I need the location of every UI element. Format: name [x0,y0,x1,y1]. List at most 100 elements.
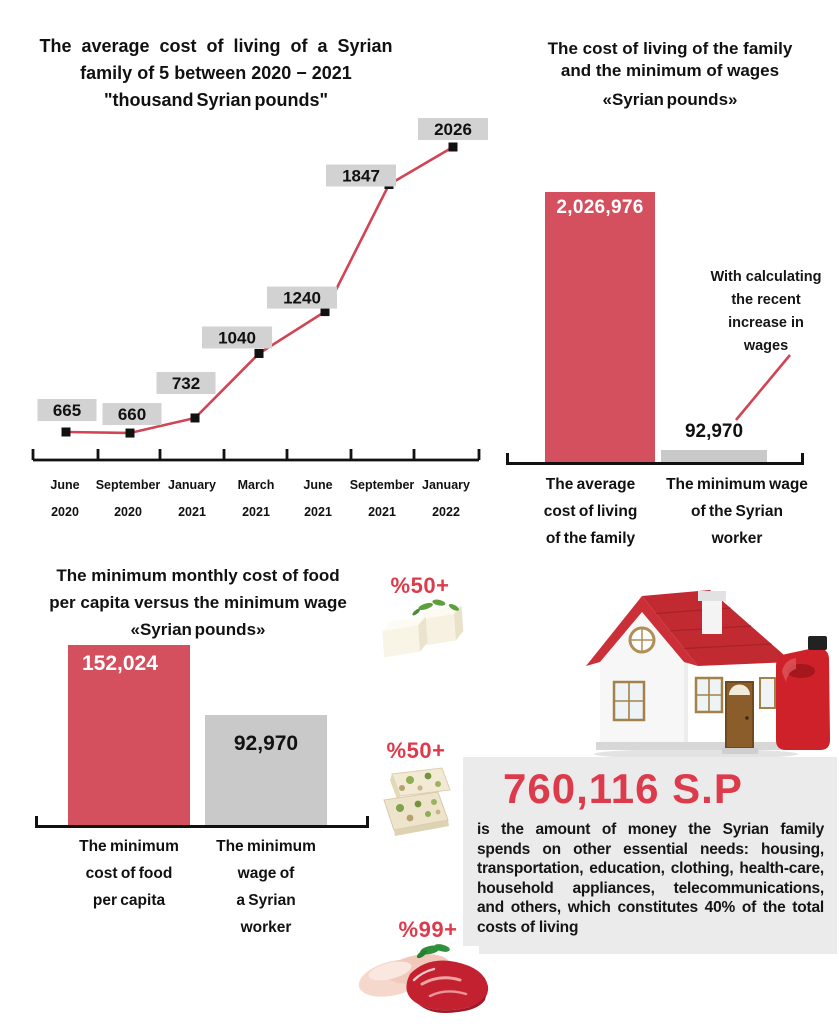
panel-corner-notch [463,946,479,954]
category-line: worker [711,530,763,547]
category-line: a Syrian [236,892,296,909]
essential-needs-panel: 760,116 S.P is the amount of money the S… [463,757,837,954]
cheese-back-cube [420,605,464,647]
wall-corner-shade [684,662,688,748]
x-tick-month: January [422,478,470,492]
data-label-background [267,286,337,309]
data-point-marker [254,348,264,358]
category-line: of the Syrian [691,503,783,520]
essential-needs-description: is the amount of money the Syrian family… [477,821,824,936]
x-axis-baseline [506,453,804,465]
data-label: 732 [172,374,200,393]
x-tick-year: 2021 [178,505,206,519]
wage-bar-chart-title-line: and the minimum of wages [560,61,780,80]
category-line: cost of living [543,503,638,520]
x-tick-month: March [238,478,275,492]
red-meat-cut [406,960,489,1013]
x-tick-month: September [350,478,415,492]
wage-bar-chart-title-line: «Syrian pounds» [602,90,738,109]
house-base [596,742,784,750]
food-bar-chart-title-line: per capita versus the minimum wage [49,593,347,612]
window [759,677,776,709]
x-tick-month: June [50,478,79,492]
data-point-marker [125,428,135,438]
data-label-background [102,403,162,426]
window [694,676,724,714]
category-line: per capita [92,892,166,909]
food-bar-chart-title-line: «Syrian pounds» [130,620,266,639]
wages-increase-annotation: With calculating the recent increase in … [694,266,838,358]
data-label: 1040 [218,328,256,347]
data-label: 1847 [342,166,380,185]
data-label-background [156,371,216,394]
category-label-worker-wage: The minimum wage of a Syrian worker [196,833,336,941]
category-line: wage of [237,865,295,882]
line-chart-title: The average cost of living of a Syrian f… [22,33,410,114]
meat-price-increase-label: %99+ [398,917,458,942]
annotation-line-text: increase in [728,315,804,331]
bar-value-label: 92,970 [684,421,744,442]
chicken-and-meat-image [358,944,489,1013]
category-label-average-cost: The average cost of living of the family [513,471,668,552]
category-line: of the family [545,530,636,547]
data-label: 665 [53,401,81,420]
category-line: worker [240,919,292,936]
category-line: cost of food [85,865,173,882]
data-point-marker [61,427,71,437]
data-point-marker [190,413,200,423]
wage-bar-chart-title-line: The cost of living of the family [547,39,793,58]
essential-needs-amount: 760,116 S.P [503,765,743,812]
annotation-pointer-line [735,354,791,421]
x-tick-year: 2021 [368,505,396,519]
x-tick-year: 2021 [304,505,332,519]
x-tick-month: January [168,478,216,492]
data-point-marker [448,142,458,152]
data-point-marker [320,307,330,317]
pistachio-pieces [396,772,441,822]
category-label-minimum-wage: The minimum wage of the Syrian worker [648,471,826,552]
herb-garnish [416,944,450,959]
data-label-background [418,118,488,140]
house-and-fuel-can-illustration [586,590,830,759]
line-chart-title-line: family of 5 between 2020 − 2021 [80,63,352,83]
bar-minimum-wage [661,450,767,462]
bar-minimum-wage-2: 92,970 [205,715,327,825]
bar-value-label: 92,970 [233,732,299,755]
nougat-top-slab [390,767,451,802]
window [612,680,646,722]
bar-minimum-food-cost: 152,024 [68,645,190,825]
cost-of-living-line-chart: 665 660 732 1040 1240 1847 2026 June 2020 Septemb… [31,118,488,519]
bar-value-label: 152,024 [82,652,158,675]
red-fuel-jerry-can [776,636,830,750]
front-door [722,681,758,754]
x-tick-year: 2020 [51,505,79,519]
category-line: The minimum [79,838,179,855]
cheese-front-cube [382,616,428,658]
data-label: 1240 [283,289,321,308]
food-bar-chart-title: The minimum monthly cost of food per cap… [12,562,384,643]
x-axis [31,449,481,462]
trend-line [65,145,454,435]
annotation-line-text: With calculating [710,269,822,285]
cheese-price-increase-label: %50+ [390,573,450,598]
annotation-line-text: the recent [731,292,801,308]
data-label-background [202,326,272,349]
category-line: The minimum [216,838,316,855]
wage-bar-chart-title: The cost of living of the family and the… [512,38,828,111]
x-axis-baseline [35,816,369,828]
bar-average-cost-of-living: 2,026,976 [545,192,655,462]
food-bar-chart-title-line: The minimum monthly cost of food [56,566,340,585]
annotation-line-text: wages [743,338,789,354]
bar-value-label: 2,026,976 [556,197,644,218]
data-label-background [37,399,97,421]
x-tick-month: June [303,478,332,492]
category-line: The minimum wage [666,476,808,493]
category-line: The average [545,476,636,493]
nougat-price-increase-label: %50+ [386,738,446,763]
round-attic-window [628,626,656,654]
x-tick-month: September [96,478,161,492]
chimney [698,591,726,634]
data-label-background [326,164,396,187]
nougat-image [383,767,451,836]
